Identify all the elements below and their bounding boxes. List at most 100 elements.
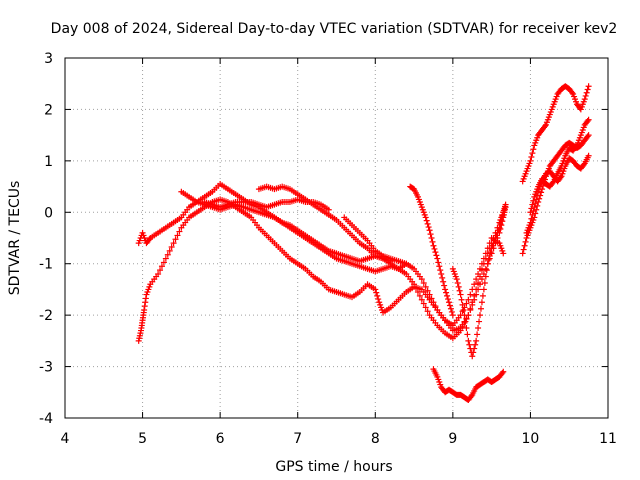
data-point-marker	[426, 291, 433, 298]
x-tick-label: 5	[138, 431, 147, 447]
data-point-marker	[528, 154, 535, 160]
data-point-marker	[465, 337, 472, 344]
data-point-marker	[529, 150, 536, 157]
data-point-marker	[428, 235, 435, 241]
data-point-marker	[583, 89, 590, 96]
data-point-marker	[422, 214, 429, 221]
y-tick-label: 2	[44, 102, 53, 118]
data-point-marker	[445, 296, 452, 303]
data-point-marker	[473, 276, 480, 283]
data-point-marker	[434, 255, 441, 262]
data-point-marker	[424, 287, 431, 294]
x-tick-label: 4	[61, 431, 70, 447]
data-point-marker	[482, 250, 489, 257]
data-point-marker	[423, 217, 430, 224]
data-point-marker	[569, 89, 576, 96]
series-track-m	[527, 116, 592, 216]
data-point-marker	[422, 304, 429, 311]
data-point-marker	[471, 345, 478, 352]
data-point-marker	[433, 252, 440, 259]
data-point-marker	[475, 280, 482, 286]
data-point-marker	[441, 282, 448, 289]
data-point-marker	[428, 295, 435, 302]
y-tick-label: 1	[44, 154, 53, 170]
data-point-marker	[374, 292, 381, 299]
data-point-marker	[585, 152, 592, 159]
data-point-marker	[418, 276, 425, 283]
data-point-marker	[479, 292, 486, 299]
series-track-i	[430, 366, 507, 403]
y-tick-label: -3	[39, 360, 53, 376]
data-point-marker	[176, 228, 183, 235]
axis-ticks	[64, 57, 609, 419]
data-point-marker	[527, 157, 534, 164]
data-point-marker	[473, 337, 480, 344]
data-point-marker	[484, 260, 491, 267]
data-point-marker	[170, 240, 177, 247]
data-point-marker	[527, 219, 534, 226]
data-point-marker	[585, 116, 592, 123]
series-track-f	[341, 214, 410, 267]
data-point-marker	[425, 224, 432, 231]
y-tick-label: 3	[44, 51, 53, 67]
data-point-marker	[585, 132, 592, 139]
data-point-marker	[420, 300, 427, 307]
data-point-marker	[411, 281, 418, 288]
data-point-marker	[480, 286, 487, 293]
data-point-marker	[585, 83, 592, 90]
x-tick-label: 9	[448, 431, 457, 447]
data-point-marker	[500, 250, 507, 257]
data-point-marker	[447, 305, 454, 312]
data-point-marker	[436, 263, 443, 270]
data-point-marker	[464, 331, 471, 338]
data-point-marker	[477, 312, 484, 319]
data-point-marker	[461, 319, 468, 326]
data-point-marker	[528, 205, 535, 212]
data-point-marker	[469, 286, 476, 293]
data-point-marker	[581, 96, 588, 103]
data-point-marker	[427, 231, 434, 238]
x-tick-label: 11	[599, 431, 617, 447]
data-point-marker	[471, 281, 478, 288]
data-point-marker	[476, 318, 483, 325]
series-track-k	[519, 83, 592, 185]
data-point-marker	[530, 146, 537, 153]
data-point-marker	[440, 278, 447, 285]
data-markers	[135, 83, 592, 403]
data-point-marker	[536, 195, 543, 202]
data-point-marker	[573, 143, 580, 150]
data-point-marker	[375, 296, 382, 303]
data-point-marker	[499, 370, 506, 376]
data-point-marker	[426, 227, 433, 234]
data-point-marker	[155, 271, 162, 277]
data-point-marker	[444, 292, 451, 299]
data-point-marker	[461, 312, 468, 319]
y-axis-title: SDTVAR / TECUs	[7, 181, 23, 296]
data-point-marker	[443, 289, 450, 296]
data-point-marker	[446, 302, 453, 309]
y-tick-label: 0	[44, 205, 53, 221]
data-point-marker	[325, 206, 332, 213]
plot-frame	[64, 57, 609, 419]
data-point-marker	[584, 118, 591, 124]
data-point-marker	[529, 201, 536, 208]
data-point-marker	[437, 267, 444, 274]
data-point-marker	[496, 224, 503, 231]
data-point-marker	[582, 92, 589, 99]
data-point-marker	[520, 246, 527, 253]
data-point-marker	[500, 368, 507, 375]
data-point-marker	[475, 271, 482, 277]
data-point-marker	[502, 201, 509, 208]
data-point-marker	[429, 238, 436, 245]
data-point-marker	[456, 287, 463, 294]
data-point-marker	[372, 286, 379, 293]
y-tick-label: -4	[39, 411, 53, 427]
data-point-marker	[466, 341, 473, 348]
data-point-marker	[162, 255, 169, 262]
data-point-marker	[463, 300, 470, 307]
data-point-marker	[462, 318, 469, 325]
data-point-marker	[438, 271, 445, 277]
series-track-e	[201, 196, 332, 213]
x-axis-title: GPS time / hours	[275, 459, 392, 475]
data-point-marker	[460, 307, 467, 313]
